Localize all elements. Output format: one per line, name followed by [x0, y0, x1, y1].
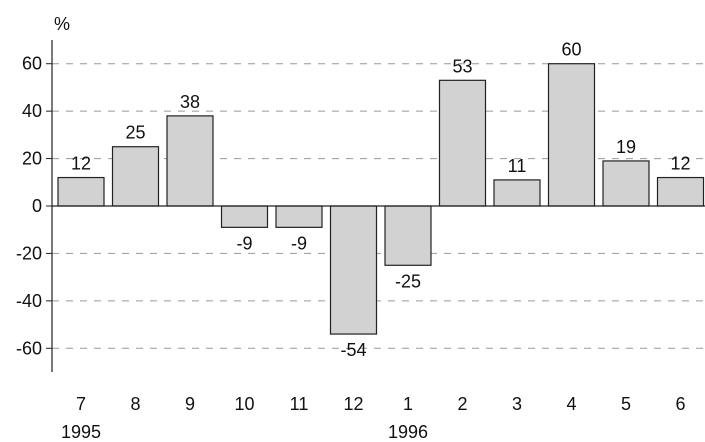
x-tick-label: 11 [290, 394, 309, 414]
y-tick-label: -40 [16, 291, 42, 311]
year-labels: 1995 1996 [61, 422, 428, 442]
x-tick-label: 1 [403, 394, 413, 414]
bar [384, 205, 432, 266]
x-tick-label: 9 [185, 394, 195, 414]
bar [57, 176, 105, 207]
x-tick-label: 7 [76, 394, 86, 414]
bar [547, 63, 596, 207]
data-label: -25 [395, 271, 421, 291]
x-tick-label: 2 [457, 394, 467, 414]
data-label: 19 [616, 137, 636, 157]
y-tick-labels: 60 40 20 0 -20 -40 -60 [16, 54, 42, 359]
y-tick-label: -60 [16, 338, 42, 358]
bar [602, 160, 650, 207]
x-tick-label: 3 [512, 394, 522, 414]
data-labels: 12 25 38 -9 -9 -54 -25 53 11 60 19 12 [71, 40, 691, 360]
bar [493, 179, 541, 207]
data-label: 25 [125, 123, 145, 143]
bar [656, 176, 705, 207]
bar [220, 205, 269, 228]
x-tick-labels: 7 8 9 10 11 12 1 2 3 4 5 6 [76, 394, 686, 414]
data-label: -54 [340, 340, 366, 360]
y-tick-label: 40 [22, 101, 42, 121]
x-tick-label: 5 [621, 394, 631, 414]
y-axis-unit: % [54, 14, 70, 34]
data-label: 12 [670, 154, 690, 174]
y-tick-label: 20 [22, 149, 42, 169]
data-label: 53 [452, 56, 472, 76]
bars [57, 63, 705, 335]
gridlines [52, 63, 705, 349]
bar [111, 146, 160, 207]
y-tick-label: -20 [16, 243, 42, 263]
bar [438, 79, 487, 207]
bar [329, 205, 378, 335]
bar [166, 115, 214, 207]
x-tick-label: 4 [566, 394, 576, 414]
axes [46, 40, 705, 372]
x-tick-label: 6 [675, 394, 685, 414]
data-label: 11 [508, 156, 527, 176]
data-label: 12 [71, 154, 91, 174]
x-tick-label: 8 [130, 394, 140, 414]
x-tick-label: 12 [343, 394, 363, 414]
data-label: 38 [180, 92, 200, 112]
data-label: -9 [236, 233, 252, 253]
y-tick-label: 60 [22, 54, 42, 74]
y-tick-label: 0 [32, 196, 42, 216]
x-tick-label: 10 [234, 394, 254, 414]
bar [275, 205, 323, 228]
data-label: 60 [561, 40, 581, 60]
year-label: 1996 [388, 422, 428, 442]
data-label: -9 [291, 233, 307, 253]
year-label: 1995 [61, 422, 101, 442]
